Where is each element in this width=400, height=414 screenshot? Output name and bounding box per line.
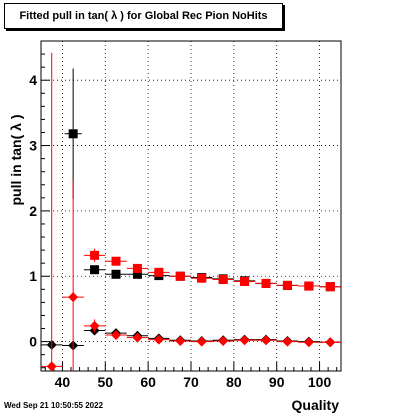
footer-date: Wed Sep 21 10:50:55 2022	[4, 401, 104, 410]
data-point	[196, 336, 207, 347]
data-point	[282, 280, 292, 290]
series-0	[64, 68, 341, 292]
data-point	[68, 129, 78, 139]
data-point	[239, 335, 250, 346]
data-point	[240, 276, 250, 286]
y-tick-label: 2	[29, 203, 37, 219]
y-tick-label: 1	[29, 268, 37, 284]
data-point	[325, 337, 336, 348]
data-point	[90, 265, 100, 275]
data-point	[132, 263, 142, 273]
x-tick-label: 90	[269, 374, 285, 390]
data-point	[175, 335, 186, 346]
data-point	[325, 282, 335, 292]
x-tick-label: 100	[308, 374, 332, 390]
data-point	[218, 275, 228, 285]
x-axis-label: Quality	[292, 397, 340, 413]
data-point	[132, 269, 142, 279]
data-point	[68, 292, 79, 303]
x-tick-label: 80	[226, 374, 242, 390]
series-1	[83, 248, 341, 292]
data-point	[111, 256, 121, 266]
data-point	[175, 271, 185, 281]
x-tick-label: 60	[140, 374, 156, 390]
grid	[41, 41, 341, 371]
y-tick-label: 0	[29, 334, 37, 350]
data-point	[218, 335, 229, 346]
data-point	[153, 334, 164, 345]
data-point	[46, 361, 57, 372]
y-tick-label: 3	[29, 138, 37, 154]
data-point	[154, 267, 164, 277]
data-point	[261, 335, 271, 346]
data-point	[111, 330, 121, 341]
data-point	[89, 320, 100, 331]
data-point	[304, 281, 314, 291]
x-tick-label: 50	[97, 374, 113, 390]
x-tick-label: 40	[55, 374, 71, 390]
data-point	[282, 336, 293, 347]
series-3	[41, 52, 341, 372]
data-marks	[41, 52, 341, 372]
y-axis-label: pull in tan( λ )	[8, 115, 24, 206]
x-tick-label: 70	[183, 374, 199, 390]
chart-title: Fitted pull in tan( λ ) for Global Rec P…	[4, 3, 283, 29]
data-point	[261, 278, 271, 288]
data-point	[303, 337, 314, 348]
data-point	[111, 269, 121, 279]
y-tick-label: 4	[29, 72, 37, 88]
axis-ticks: 40 50 60 70 80 90 100 0 1 2 3 4	[29, 53, 338, 390]
data-point	[197, 273, 207, 283]
data-point	[90, 250, 100, 260]
data-point	[132, 332, 143, 343]
